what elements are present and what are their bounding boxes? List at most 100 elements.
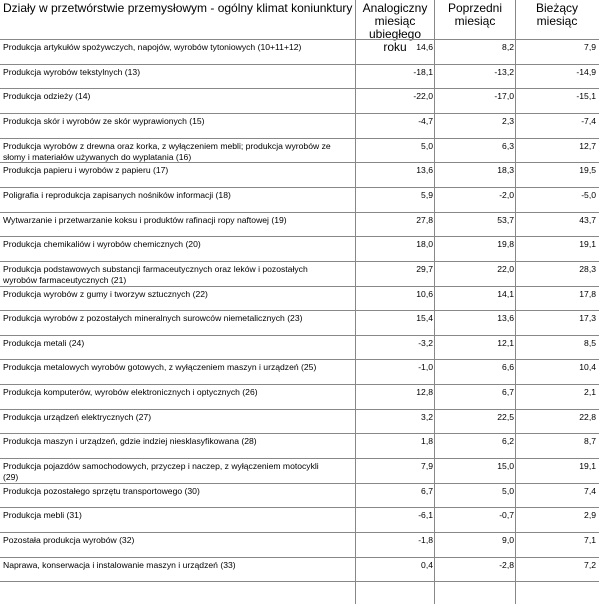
cell-previous-month: 15,0 xyxy=(497,461,514,472)
cell-current-month: 12,7 xyxy=(579,140,596,151)
row-label: Produkcja maszyn i urządzeń, gdzie indzi… xyxy=(3,436,257,447)
cell-current-month: 28,3 xyxy=(579,263,596,274)
cell-previous-month: 22,0 xyxy=(497,263,514,274)
cell-previous-month: -0,7 xyxy=(499,510,514,521)
cell-previous-month: 53,7 xyxy=(497,214,514,225)
cell-same-month-last-year: 15,4 xyxy=(416,313,433,324)
cell-previous-month: -13,2 xyxy=(494,66,514,77)
row-divider xyxy=(0,64,599,65)
row-label: Produkcja pojazdów samochodowych, przycz… xyxy=(3,461,319,483)
row-label: Produkcja metalowych wyrobów gotowych, z… xyxy=(3,362,317,373)
column-divider xyxy=(355,0,356,604)
cell-current-month: 7,1 xyxy=(584,535,596,545)
cell-previous-month: 22,5 xyxy=(497,411,514,422)
row-divider xyxy=(0,236,599,237)
row-label: Produkcja chemikaliów i wyrobów chemiczn… xyxy=(3,239,201,250)
column-divider xyxy=(515,0,516,604)
cell-same-month-last-year: 14,6 xyxy=(416,42,433,52)
row-label: Produkcja pozostałego sprzętu transporto… xyxy=(3,485,200,496)
cell-previous-month: 5,0 xyxy=(502,485,514,496)
cell-current-month: 7,4 xyxy=(584,485,596,496)
cell-same-month-last-year: 0,4 xyxy=(421,559,433,570)
row-divider xyxy=(0,507,599,508)
row-label: Produkcja komputerów, wyrobów elektronic… xyxy=(3,387,258,398)
header-same-month-last-year: Analogiczny miesiąc ubiegłego roku xyxy=(362,1,428,54)
cell-previous-month: -17,0 xyxy=(494,91,514,102)
cell-same-month-last-year: -4,7 xyxy=(418,115,433,126)
cell-same-month-last-year: 29,7 xyxy=(416,263,433,274)
header-category: Działy w przetwórstwie przemysłowym - og… xyxy=(3,1,353,15)
row-divider xyxy=(0,359,599,360)
cell-previous-month: 13,6 xyxy=(497,313,514,324)
cell-same-month-last-year: -3,2 xyxy=(418,337,433,348)
header-current-month: Bieżący miesiąc xyxy=(535,1,579,28)
cell-previous-month: 6,6 xyxy=(502,362,514,373)
row-divider xyxy=(0,187,599,188)
row-label: Poligrafia i reprodukcja zapisanych nośn… xyxy=(3,189,231,200)
cell-same-month-last-year: 12,8 xyxy=(416,387,433,398)
row-divider xyxy=(0,581,599,582)
row-divider xyxy=(0,286,599,287)
row-label: Produkcja papieru i wyrobów z papieru (1… xyxy=(3,165,169,176)
cell-current-month: -14,9 xyxy=(576,66,596,77)
cell-previous-month: 9,0 xyxy=(502,535,514,545)
row-divider xyxy=(0,138,599,139)
cell-same-month-last-year: -1,8 xyxy=(418,535,433,545)
column-divider xyxy=(434,0,435,604)
cell-same-month-last-year: 13,6 xyxy=(416,165,433,176)
cell-current-month: 19,1 xyxy=(579,239,596,250)
cell-current-month: -7,4 xyxy=(581,115,596,126)
cell-current-month: 8,5 xyxy=(584,337,596,348)
row-label: Produkcja mebli (31) xyxy=(3,510,82,521)
cell-same-month-last-year: -6,1 xyxy=(418,510,433,521)
cell-same-month-last-year: 3,2 xyxy=(421,411,433,422)
cell-same-month-last-year: 6,7 xyxy=(421,485,433,496)
row-label: Pozostała produkcja wyrobów (32) xyxy=(3,535,135,545)
cell-same-month-last-year: -1,0 xyxy=(418,362,433,373)
header-divider xyxy=(0,39,599,40)
header-previous-month: Poprzedni miesiąc xyxy=(447,1,503,28)
row-divider xyxy=(0,113,599,114)
row-label: Produkcja skór i wyrobów ze skór wyprawi… xyxy=(3,115,205,126)
cell-same-month-last-year: -22,0 xyxy=(413,91,433,102)
cell-previous-month: 6,7 xyxy=(502,387,514,398)
row-divider xyxy=(0,212,599,213)
cell-current-month: 7,9 xyxy=(584,42,596,52)
row-divider xyxy=(0,335,599,336)
row-divider xyxy=(0,409,599,410)
cell-previous-month: 19,8 xyxy=(497,239,514,250)
cell-current-month: 17,3 xyxy=(579,313,596,324)
cell-same-month-last-year: 7,9 xyxy=(421,461,433,472)
row-divider xyxy=(0,458,599,459)
cell-previous-month: -2,8 xyxy=(499,559,514,570)
cell-current-month: 2,1 xyxy=(584,387,596,398)
cell-previous-month: 12,1 xyxy=(497,337,514,348)
row-divider xyxy=(0,384,599,385)
cell-previous-month: 2,3 xyxy=(502,115,514,126)
cell-current-month: 43,7 xyxy=(579,214,596,225)
row-label: Produkcja artykułów spożywczych, napojów… xyxy=(3,42,302,52)
row-divider xyxy=(0,532,599,533)
cell-previous-month: 8,2 xyxy=(502,42,514,52)
cell-same-month-last-year: 5,9 xyxy=(421,189,433,200)
cell-current-month: -5,0 xyxy=(581,189,596,200)
row-label: Produkcja wyrobów tekstylnych (13) xyxy=(3,66,141,77)
cell-previous-month: -2,0 xyxy=(499,189,514,200)
cell-previous-month: 6,2 xyxy=(502,436,514,447)
row-label: Produkcja metali (24) xyxy=(3,337,85,348)
cell-same-month-last-year: 10,6 xyxy=(416,288,433,299)
cell-previous-month: 6,3 xyxy=(502,140,514,151)
cell-same-month-last-year: -18,1 xyxy=(413,66,433,77)
row-divider xyxy=(0,310,599,311)
row-divider xyxy=(0,162,599,163)
cell-same-month-last-year: 1,8 xyxy=(421,436,433,447)
cell-previous-month: 14,1 xyxy=(497,288,514,299)
row-label: Produkcja odzieży (14) xyxy=(3,91,91,102)
row-label: Produkcja urządzeń elektrycznych (27) xyxy=(3,411,152,422)
cell-current-month: 17,8 xyxy=(579,288,596,299)
row-label: Wytwarzanie i przetwarzanie koksu i prod… xyxy=(3,214,287,225)
cell-same-month-last-year: 27,8 xyxy=(416,214,433,225)
row-divider xyxy=(0,261,599,262)
